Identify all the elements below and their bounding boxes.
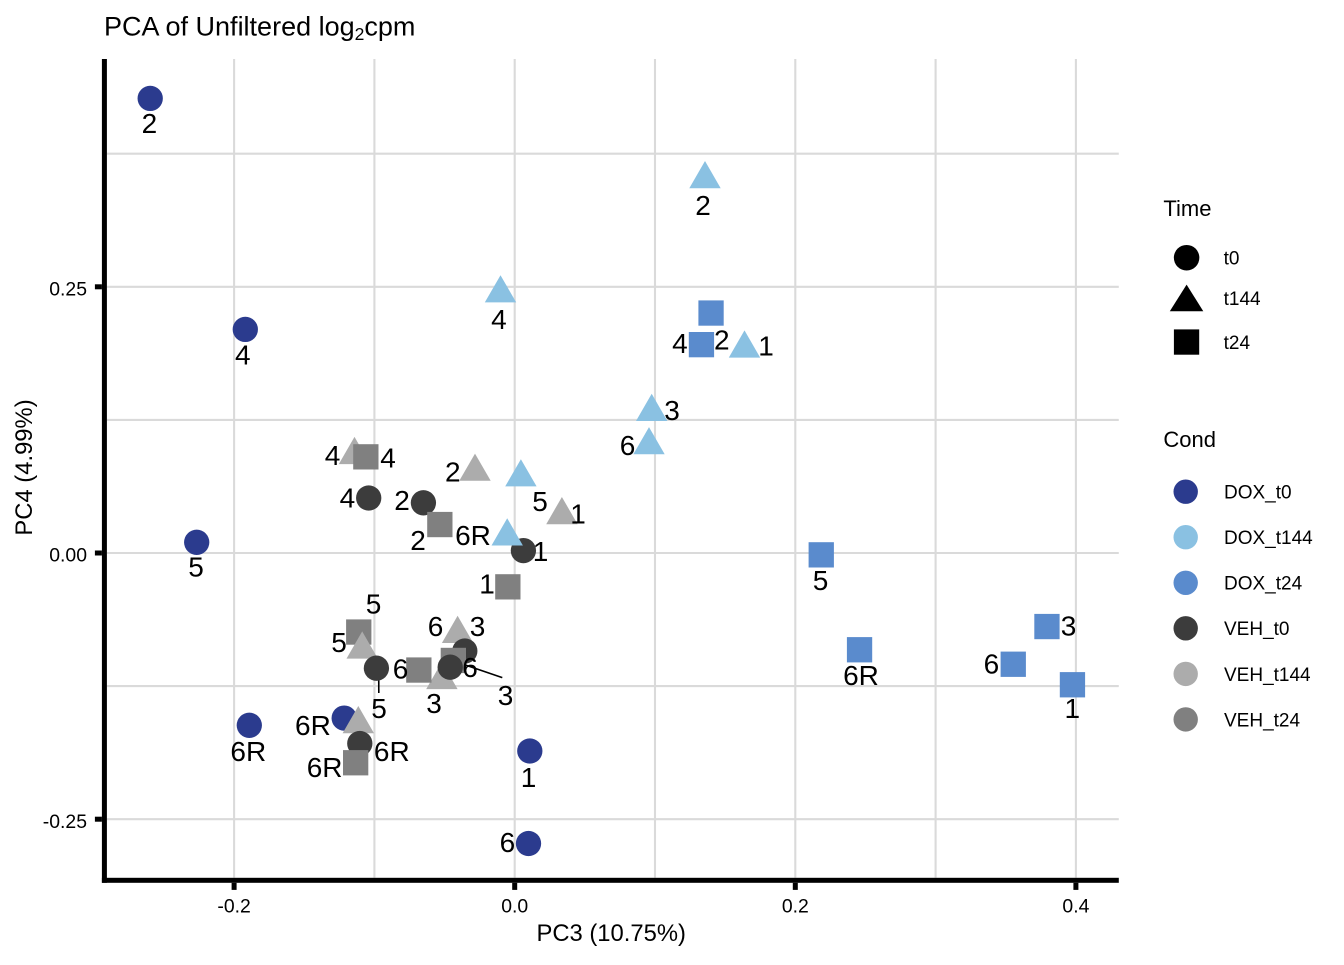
svg-text:0.4: 0.4 <box>1062 895 1089 917</box>
svg-text:t144: t144 <box>1224 289 1261 310</box>
svg-text:4: 4 <box>340 483 356 514</box>
svg-text:5: 5 <box>366 589 382 620</box>
svg-text:PCA of Unfiltered log2cpm: PCA of Unfiltered log2cpm <box>104 12 415 44</box>
svg-text:4: 4 <box>325 440 341 471</box>
svg-text:5: 5 <box>813 565 829 596</box>
svg-text:4: 4 <box>672 328 688 359</box>
svg-text:Time: Time <box>1163 196 1211 221</box>
svg-text:6: 6 <box>393 653 409 684</box>
svg-text:6R: 6R <box>230 736 266 767</box>
svg-text:6R: 6R <box>843 660 879 691</box>
svg-text:0.2: 0.2 <box>782 895 809 917</box>
svg-text:1: 1 <box>758 330 774 361</box>
svg-text:6R: 6R <box>295 710 331 741</box>
svg-text:DOX_t0: DOX_t0 <box>1224 483 1292 504</box>
svg-text:6: 6 <box>462 652 478 683</box>
svg-text:-0.2: -0.2 <box>217 895 250 917</box>
svg-text:2: 2 <box>410 525 426 556</box>
svg-text:2: 2 <box>142 108 158 139</box>
svg-text:0.25: 0.25 <box>49 278 87 300</box>
svg-text:3: 3 <box>426 688 442 719</box>
svg-text:t0: t0 <box>1224 249 1240 270</box>
svg-text:6: 6 <box>620 430 636 461</box>
svg-text:1: 1 <box>533 536 549 567</box>
svg-text:2: 2 <box>394 485 410 516</box>
svg-text:2: 2 <box>445 457 461 488</box>
svg-text:6: 6 <box>984 649 1000 680</box>
svg-text:0.00: 0.00 <box>49 545 87 567</box>
svg-text:DOX_t24: DOX_t24 <box>1224 574 1303 595</box>
svg-text:5: 5 <box>371 693 387 724</box>
svg-text:3: 3 <box>664 395 680 426</box>
svg-text:2: 2 <box>695 190 711 221</box>
svg-text:5: 5 <box>331 627 347 658</box>
svg-text:3: 3 <box>470 611 486 642</box>
svg-text:5: 5 <box>532 486 548 517</box>
svg-text:6R: 6R <box>307 752 343 783</box>
svg-text:1: 1 <box>521 762 537 793</box>
svg-text:1: 1 <box>479 569 495 600</box>
svg-text:0.0: 0.0 <box>501 895 528 917</box>
svg-text:PC4 (4.99%): PC4 (4.99%) <box>11 399 38 535</box>
svg-text:4: 4 <box>235 340 251 371</box>
svg-text:6R: 6R <box>455 520 491 551</box>
svg-text:VEH_t0: VEH_t0 <box>1224 619 1289 640</box>
svg-text:VEH_t24: VEH_t24 <box>1224 710 1300 731</box>
svg-text:4: 4 <box>380 442 396 473</box>
svg-text:5: 5 <box>188 552 204 583</box>
svg-text:PC3 (10.75%): PC3 (10.75%) <box>536 920 685 947</box>
svg-text:6R: 6R <box>374 736 410 767</box>
svg-text:1: 1 <box>1065 693 1081 724</box>
svg-text:3: 3 <box>498 680 514 711</box>
svg-text:Cond: Cond <box>1163 427 1216 452</box>
svg-text:4: 4 <box>491 304 507 335</box>
svg-text:DOX_t144: DOX_t144 <box>1224 528 1313 549</box>
svg-text:6: 6 <box>428 611 444 642</box>
svg-text:VEH_t144: VEH_t144 <box>1224 665 1311 686</box>
svg-text:-0.25: -0.25 <box>43 811 87 833</box>
svg-text:3: 3 <box>1061 611 1077 642</box>
svg-text:1: 1 <box>570 499 586 530</box>
svg-text:2: 2 <box>714 324 730 355</box>
svg-text:t24: t24 <box>1224 333 1251 354</box>
svg-text:6: 6 <box>500 827 516 858</box>
